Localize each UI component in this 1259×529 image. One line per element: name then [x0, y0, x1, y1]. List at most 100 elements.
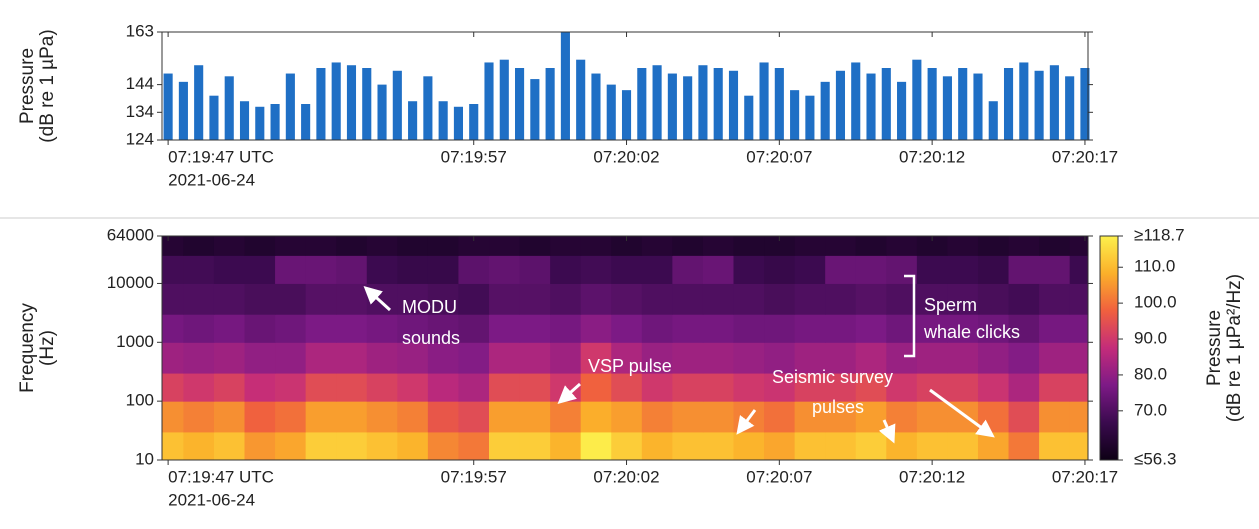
annotation: sounds — [402, 328, 460, 348]
heatmap-cell — [764, 283, 796, 315]
waveform-bar — [713, 68, 723, 140]
heatmap-cell — [672, 236, 704, 256]
heatmap-cell — [550, 283, 582, 315]
heatmap-cell — [305, 255, 337, 284]
heatmap-cell — [794, 401, 826, 433]
heatmap-cell — [794, 314, 826, 343]
heatmap-cell — [213, 236, 246, 256]
waveform-bar — [835, 70, 846, 140]
heatmap-cell — [489, 236, 521, 256]
annotation: MODU — [402, 297, 457, 317]
heatmap-cell — [336, 314, 368, 343]
heatmap-cell — [305, 236, 337, 256]
colorbar-tick-label: 110.0 — [1134, 257, 1175, 276]
waveform-bar — [652, 65, 662, 140]
heatmap-cell — [1069, 236, 1089, 256]
waveform-bar — [545, 68, 555, 140]
heatmap-cell — [162, 314, 184, 343]
heatmap-cell — [162, 283, 184, 315]
waveform-bar — [1034, 70, 1044, 140]
colorbar-tick-label: ≤56.3 — [1134, 449, 1176, 468]
waveform-bar — [362, 68, 372, 140]
heatmap-cell — [916, 373, 948, 402]
waveform-bar — [530, 79, 540, 140]
heatmap-cell — [366, 236, 398, 256]
heatmap-cell — [733, 373, 765, 402]
heatmap-cell — [1008, 283, 1040, 315]
heatmap-cell — [611, 431, 643, 461]
waveform-bar — [438, 101, 448, 140]
heatmap-cell — [183, 236, 215, 256]
annotations: MODU sounds Sperm whale clicks VSP pulse… — [363, 274, 1020, 444]
axis-label: (dB re 1 µPa) — [37, 29, 58, 142]
heatmap-cell — [550, 236, 582, 256]
heatmap-cell — [977, 314, 1010, 343]
heatmap-cell — [886, 236, 918, 256]
x-tick-label: 07:20:12 — [899, 147, 965, 166]
heatmap-cell — [427, 236, 459, 256]
heatmap-cell — [550, 255, 582, 284]
waveform-bar — [316, 68, 326, 140]
colorbar-tick-label: ≥118.7 — [1134, 225, 1185, 244]
heatmap-cell — [1039, 236, 1071, 256]
heatmap-cell — [550, 401, 582, 433]
annotation: Seismic survey — [772, 367, 893, 387]
heatmap-cell — [397, 236, 429, 256]
heatmap-cell — [305, 431, 337, 461]
heatmap-cell — [275, 401, 307, 433]
heatmap-cell — [764, 342, 796, 374]
plot-frame — [161, 235, 1089, 461]
colorbar — [1099, 235, 1119, 461]
heatmap-cell — [1039, 431, 1071, 461]
heatmap-cell — [580, 342, 612, 374]
waveform-bar — [423, 76, 433, 140]
heatmap-cell — [855, 373, 887, 402]
waveform-bar — [453, 106, 463, 140]
waveform-bar — [1049, 65, 1059, 140]
heatmap-cell — [397, 342, 429, 374]
heatmap-cell — [366, 431, 398, 461]
waveform-bar — [912, 59, 922, 140]
heatmap-cell — [397, 401, 429, 433]
x-tick-label: 07:19:57 — [441, 467, 507, 486]
heatmap-cell — [1069, 255, 1089, 284]
heatmap-cell — [336, 431, 368, 461]
heatmap-cell — [702, 373, 734, 402]
heatmap-cell — [183, 283, 215, 315]
waveform-bar — [408, 101, 418, 140]
heatmap-cell — [427, 255, 459, 284]
heatmap-cell — [641, 342, 673, 374]
heatmap-cell — [305, 342, 337, 374]
heatmap-cell — [519, 283, 551, 315]
heatmap-cell — [641, 283, 673, 315]
heatmap-cell — [244, 283, 276, 315]
waveform-bar — [392, 70, 402, 140]
heatmap-cell — [366, 342, 398, 374]
heatmap-cell — [1039, 255, 1071, 284]
heatmap-cell — [1069, 373, 1089, 402]
heatmap-cell — [336, 373, 368, 402]
heatmap-cell — [183, 431, 215, 461]
heatmap-cell — [916, 255, 948, 284]
heatmap-cell — [397, 283, 429, 315]
axis-label: (Hz) — [37, 330, 58, 366]
heatmap-cell — [458, 236, 490, 256]
waveform-bar — [759, 62, 769, 140]
date-label: 2021-06-24 — [168, 170, 255, 189]
heatmap-cell — [855, 236, 887, 256]
heatmap-cell — [611, 236, 643, 256]
heatmap-cell — [489, 431, 521, 461]
y-tick-label: 1000 — [116, 332, 154, 351]
heatmap-cell — [977, 283, 1010, 315]
heatmap-cell — [162, 431, 184, 461]
x-tick-label: 07:20:02 — [593, 147, 659, 166]
heatmap-cell — [702, 401, 734, 433]
heatmap-cell — [489, 373, 521, 402]
heatmap-cell — [458, 373, 490, 402]
heatmap-cell — [580, 255, 612, 284]
heatmap-cell — [183, 401, 215, 433]
heatmap-cell — [275, 255, 307, 284]
heatmap-cell — [458, 314, 490, 343]
heatmap-cell — [764, 314, 796, 343]
heatmap-cell — [162, 342, 184, 374]
